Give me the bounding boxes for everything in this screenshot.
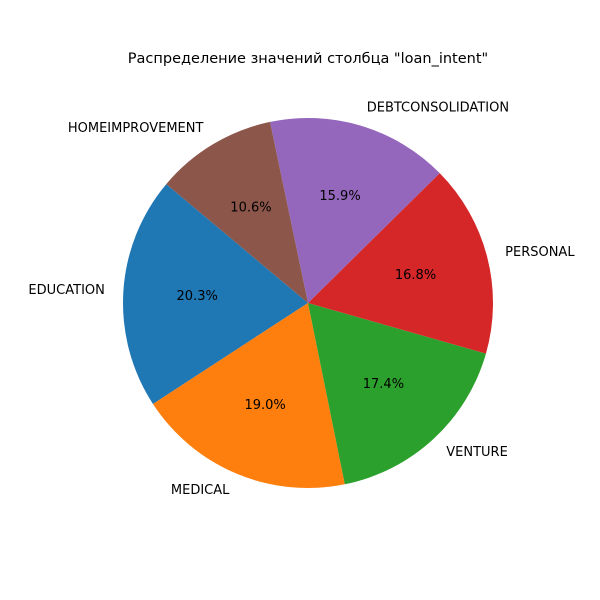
slice-label-homeimprovement: HOMEIMPROVEMENT	[68, 121, 204, 136]
pct-label-personal: 16.8%	[395, 268, 436, 283]
slice-label-education: EDUCATION	[28, 283, 104, 298]
pie-slice-personal	[308, 173, 493, 354]
pct-label-education: 20.3%	[177, 289, 218, 304]
pct-label-homeimprovement: 10.6%	[230, 200, 271, 215]
slice-label-venture: VENTURE	[446, 445, 508, 460]
pie-slice-medical	[152, 303, 345, 488]
pct-label-venture: 17.4%	[363, 377, 404, 392]
pct-label-debtconsolidation: 15.9%	[319, 189, 360, 204]
slice-label-medical: MEDICAL	[171, 483, 230, 498]
pct-label-medical: 19.0%	[244, 398, 285, 413]
pie-slice-venture	[308, 303, 486, 485]
pie-slice-education	[122, 184, 308, 404]
pie-labels: 20.3% EDUCATION 19.0% MEDICAL 17.4% VENTURE 16…	[28, 101, 575, 499]
pie-slice-homeimprovement	[166, 121, 308, 303]
slice-label-personal: PERSONAL	[505, 245, 575, 260]
slice-label-debtconsolidation: DEBTCONSOLIDATION	[367, 101, 509, 116]
chart-title: Распределение значений столбца "loan_int…	[128, 51, 488, 67]
pie-slice-debtconsolidation	[270, 118, 440, 304]
pie-slices	[122, 118, 493, 488]
